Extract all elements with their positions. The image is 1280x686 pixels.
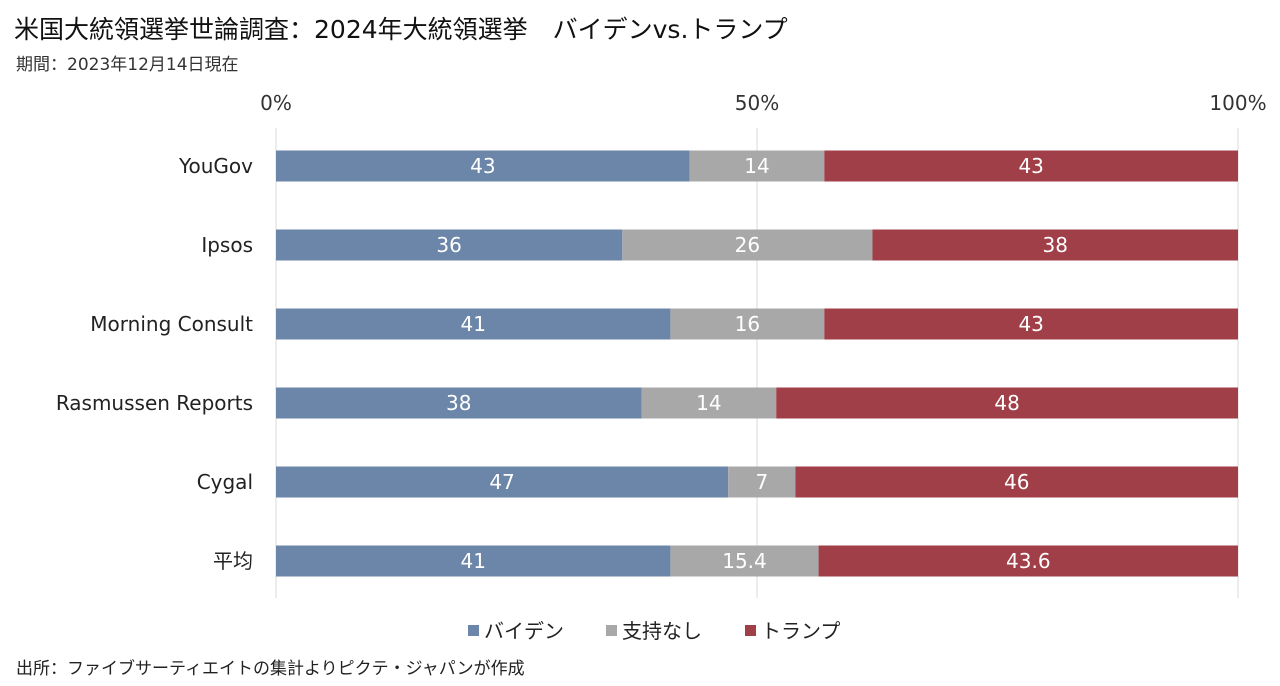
legend-swatch xyxy=(606,625,617,636)
data-label: 38 xyxy=(1042,233,1067,257)
legend-label: 支持なし xyxy=(622,619,702,643)
category-label: Ipsos xyxy=(201,233,253,257)
bar-segment xyxy=(276,150,690,182)
data-label: 41 xyxy=(460,312,485,336)
bar-segment xyxy=(276,387,642,419)
chart-subtitle: 期間：2023年12月14日現在 xyxy=(16,55,239,75)
category-label: YouGov xyxy=(178,154,253,178)
data-label: 43 xyxy=(1018,154,1043,178)
data-label: 43 xyxy=(470,154,495,178)
bar-segment xyxy=(622,229,873,261)
bar-segment xyxy=(276,229,623,261)
source-note: 出所：ファイブサーティエイトの集計よりピクテ・ジャパンが作成 xyxy=(16,659,525,679)
legend-swatch xyxy=(745,625,756,636)
x-tick-label: 0% xyxy=(260,91,292,115)
bar-segment xyxy=(776,387,1238,419)
data-label: 26 xyxy=(735,233,760,257)
legend-label: トランプ xyxy=(761,619,840,643)
bar-segment xyxy=(670,308,825,340)
data-label: 47 xyxy=(489,470,514,494)
category-label: Rasmussen Reports xyxy=(56,391,253,415)
category-label: Cygal xyxy=(197,470,253,494)
bar-segment xyxy=(795,466,1238,498)
category-label: Morning Consult xyxy=(90,312,253,336)
x-tick-label: 50% xyxy=(735,91,779,115)
data-label: 43 xyxy=(1018,312,1043,336)
category-label: 平均 xyxy=(213,549,253,573)
x-tick-label: 100% xyxy=(1209,91,1266,115)
bar-segment xyxy=(670,545,819,577)
data-label: 41 xyxy=(460,549,485,573)
data-label: 46 xyxy=(1004,470,1029,494)
data-label: 15.4 xyxy=(722,549,767,573)
bar-segment xyxy=(728,466,796,498)
data-label: 7 xyxy=(755,470,768,494)
data-label: 16 xyxy=(735,312,760,336)
data-label: 48 xyxy=(994,391,1019,415)
data-label: 14 xyxy=(744,154,769,178)
data-label: 14 xyxy=(696,391,721,415)
data-label: 38 xyxy=(446,391,471,415)
bar-segment xyxy=(276,545,671,577)
bar-segment xyxy=(276,466,729,498)
bar-segment xyxy=(872,229,1238,261)
bar-segment xyxy=(824,150,1238,182)
chart-title: 米国大統領選挙世論調査：2024年大統領選挙 バイデンvs.トランプ xyxy=(14,15,788,44)
bar-segment xyxy=(818,545,1238,577)
bar-segment xyxy=(689,150,825,182)
legend-swatch xyxy=(468,625,479,636)
bar-segment xyxy=(276,308,671,340)
data-label: 36 xyxy=(436,233,461,257)
legend-label: バイデン xyxy=(484,619,564,643)
data-label: 43.6 xyxy=(1006,549,1051,573)
bar-segment xyxy=(824,308,1238,340)
bar-segment xyxy=(641,387,777,419)
